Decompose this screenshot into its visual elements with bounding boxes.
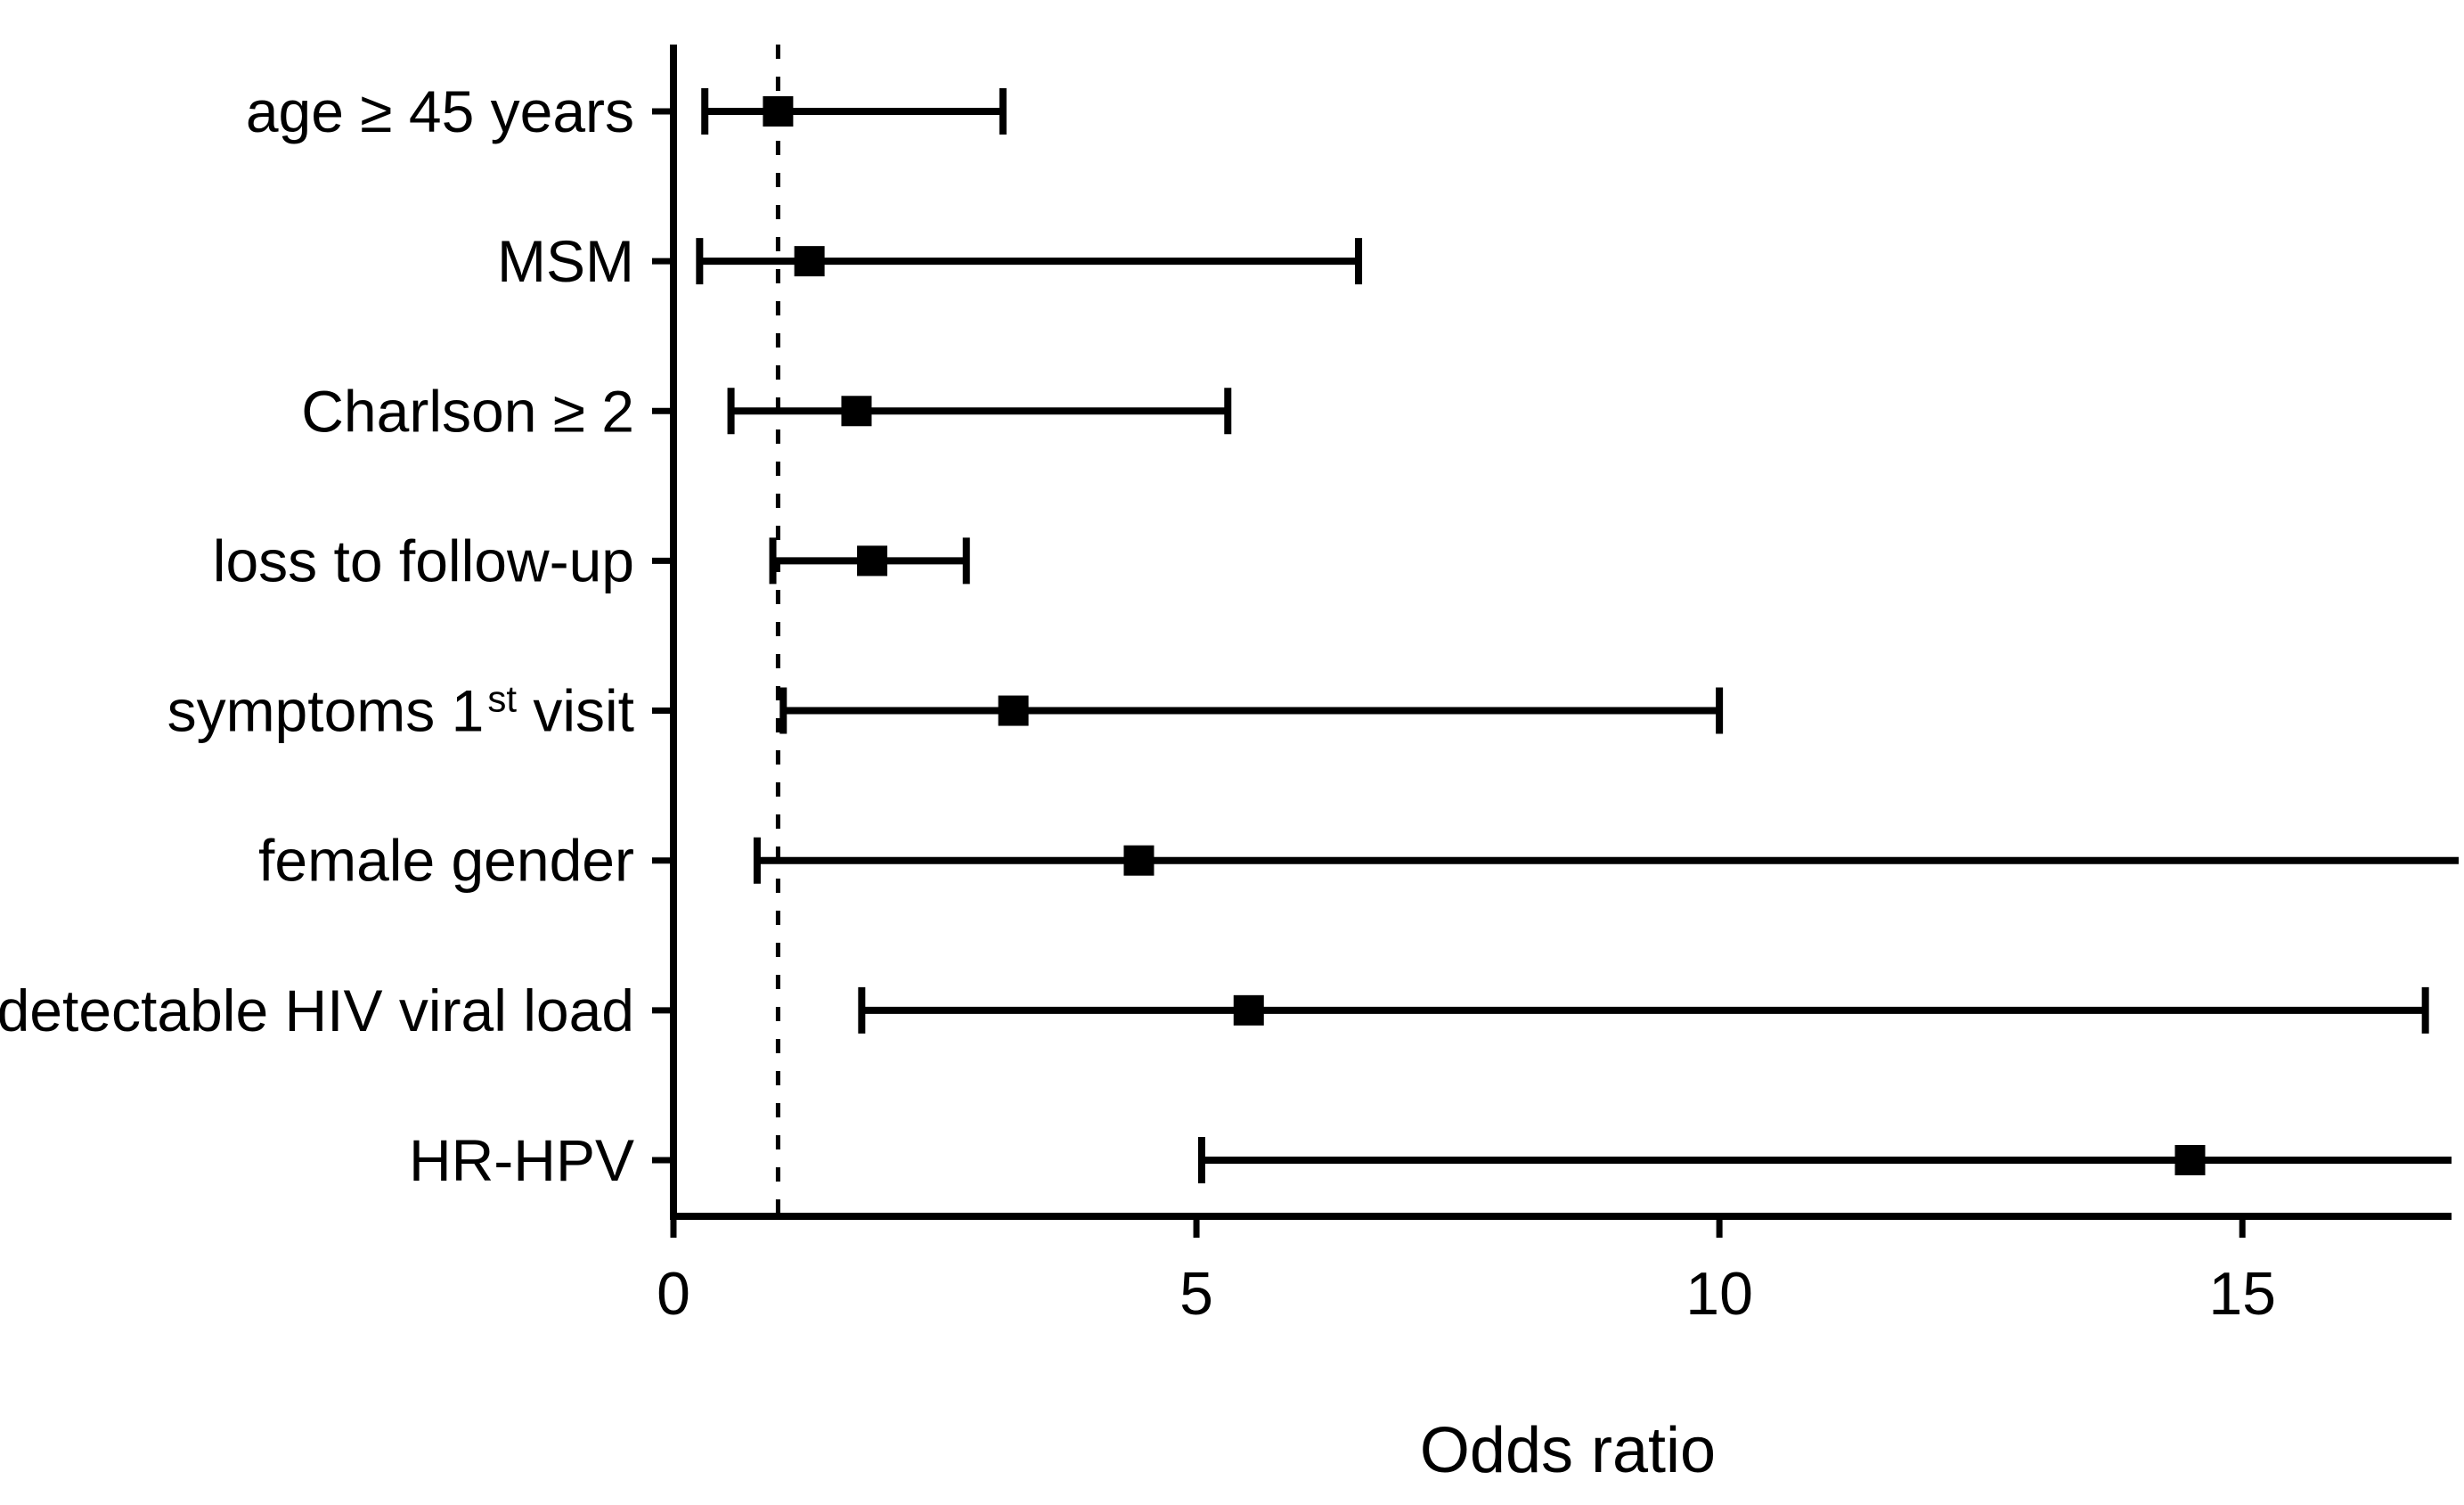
or-marker xyxy=(794,246,825,277)
x-axis-title: Odds ratio xyxy=(1420,1415,1716,1486)
x-tick-label: 15 xyxy=(2208,1260,2276,1328)
x-tick-label: 0 xyxy=(657,1260,690,1328)
or-marker xyxy=(857,545,888,577)
or-marker xyxy=(2174,1144,2206,1175)
row-label: HR-HPV xyxy=(409,1127,634,1193)
x-tick-label: 5 xyxy=(1179,1260,1213,1328)
or-marker xyxy=(1233,994,1264,1026)
row-label: female gender xyxy=(258,828,634,894)
or-marker xyxy=(998,695,1029,726)
row-label: Charlson ≥ 2 xyxy=(301,378,634,444)
row-label: detectable HIV viral load xyxy=(0,977,634,1043)
row-label: symptoms 1st visit xyxy=(167,678,634,744)
or-marker xyxy=(763,96,794,127)
row-label: MSM xyxy=(497,228,634,294)
or-marker xyxy=(1123,845,1154,876)
row-label: age ≥ 45 years xyxy=(246,78,634,144)
plot-area: 0 5 10 15 age ≥ 45 years MSM Charlson ≥ 2 loss … xyxy=(0,45,2459,1328)
or-marker xyxy=(841,396,872,427)
row-label: loss to follow-up xyxy=(213,528,634,593)
x-tick-label: 10 xyxy=(1685,1260,1753,1328)
